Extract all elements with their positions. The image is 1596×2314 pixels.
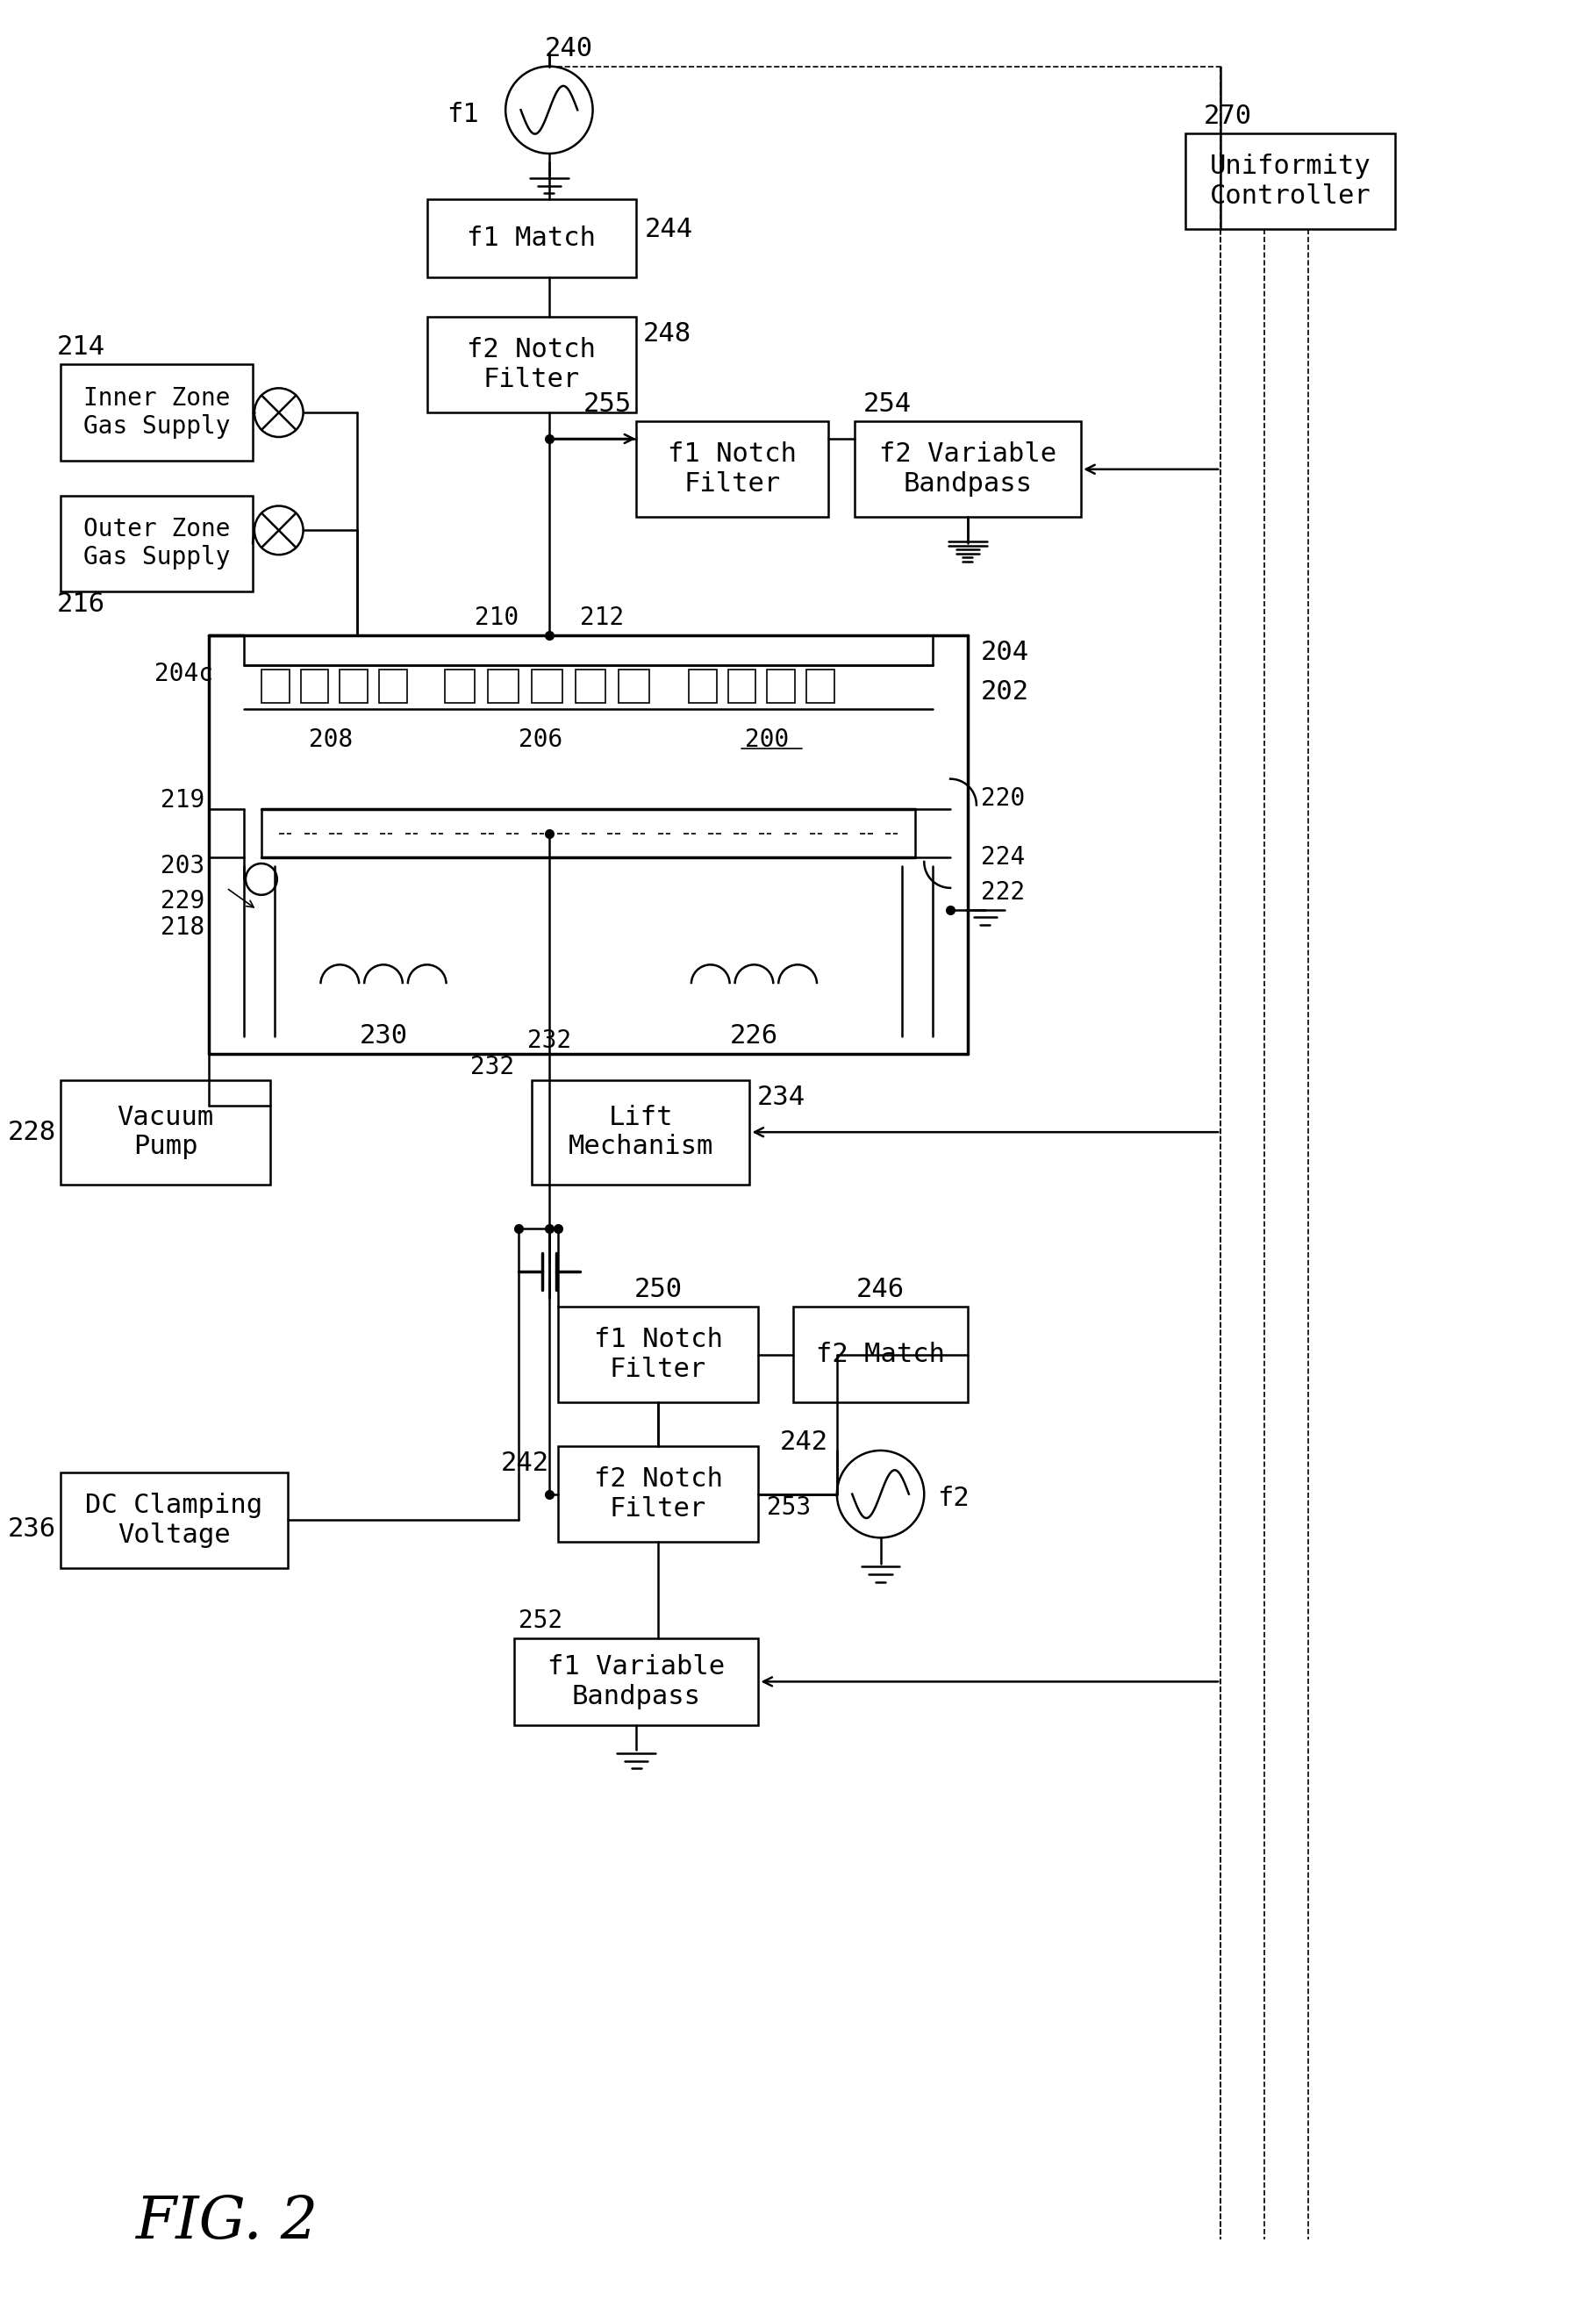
Text: 229: 229	[161, 889, 204, 914]
Text: 248: 248	[643, 322, 691, 347]
Text: 230: 230	[359, 1023, 407, 1048]
Text: 255: 255	[584, 391, 632, 417]
Bar	[854, 421, 1080, 518]
Bar	[806, 669, 835, 703]
Text: f1 Notch
Filter: f1 Notch Filter	[667, 442, 796, 498]
Text: f1: f1	[447, 102, 479, 127]
Text: f1 Match: f1 Match	[468, 224, 597, 250]
Text: f2 Notch
Filter: f2 Notch Filter	[594, 1467, 723, 1523]
Text: 218: 218	[161, 914, 204, 939]
Text: Vacuum
Pump: Vacuum Pump	[117, 1104, 214, 1159]
Text: 244: 244	[645, 218, 693, 243]
Bar	[380, 669, 407, 703]
Bar	[531, 669, 562, 703]
Bar	[444, 669, 476, 703]
Bar	[688, 669, 717, 703]
Text: f2 Variable
Bandpass: f2 Variable Bandpass	[879, 442, 1057, 498]
Text: 234: 234	[757, 1085, 804, 1111]
Bar	[619, 669, 650, 703]
Text: 219: 219	[161, 789, 204, 812]
Text: 254: 254	[863, 391, 911, 417]
Text: f2: f2	[937, 1486, 969, 1511]
Text: 228: 228	[8, 1120, 56, 1145]
Text: 250: 250	[634, 1277, 683, 1303]
Text: 204: 204	[982, 639, 1029, 664]
Bar	[262, 669, 289, 703]
Text: 200: 200	[745, 727, 788, 752]
Bar	[514, 1638, 758, 1726]
Text: Lift
Mechanism: Lift Mechanism	[568, 1104, 713, 1159]
Bar	[61, 366, 252, 460]
Text: 208: 208	[310, 727, 353, 752]
Bar	[340, 669, 367, 703]
Text: 226: 226	[729, 1023, 779, 1048]
Text: 232: 232	[527, 1027, 571, 1053]
Text: 202: 202	[982, 678, 1029, 703]
Bar	[575, 669, 606, 703]
Bar	[428, 317, 637, 412]
Bar	[61, 1081, 270, 1185]
Text: 214: 214	[56, 336, 105, 361]
Text: 242: 242	[501, 1451, 549, 1476]
Text: 216: 216	[56, 592, 105, 618]
Text: f2 Notch
Filter: f2 Notch Filter	[468, 338, 597, 391]
Text: FIG. 2: FIG. 2	[136, 2194, 318, 2252]
Bar	[637, 421, 828, 518]
Bar	[61, 1472, 287, 1569]
Bar	[559, 1307, 758, 1402]
Text: Inner Zone
Gas Supply: Inner Zone Gas Supply	[83, 386, 230, 440]
Bar	[300, 669, 329, 703]
Bar	[428, 199, 637, 278]
Text: Outer Zone
Gas Supply: Outer Zone Gas Supply	[83, 516, 230, 569]
Text: 246: 246	[857, 1277, 905, 1303]
Text: f1 Notch
Filter: f1 Notch Filter	[594, 1328, 723, 1381]
Text: 240: 240	[544, 37, 594, 62]
Text: 253: 253	[766, 1495, 811, 1520]
Text: 224: 224	[982, 845, 1025, 870]
Text: 270: 270	[1203, 104, 1251, 130]
Text: 210: 210	[474, 606, 519, 629]
Bar	[488, 669, 519, 703]
Text: f1 Variable
Bandpass: f1 Variable Bandpass	[547, 1655, 725, 1710]
Bar	[61, 495, 252, 592]
Text: 232: 232	[471, 1055, 514, 1078]
Text: 204c: 204c	[155, 662, 214, 687]
Text: 220: 220	[982, 787, 1025, 812]
Bar	[728, 669, 757, 703]
Bar	[793, 1307, 967, 1402]
Bar	[1186, 134, 1395, 229]
Text: 212: 212	[579, 606, 624, 629]
Text: 252: 252	[519, 1608, 563, 1634]
Text: 236: 236	[8, 1516, 56, 1541]
Text: 242: 242	[780, 1430, 828, 1456]
Text: 206: 206	[519, 727, 562, 752]
Text: DC Clamping
Voltage: DC Clamping Voltage	[86, 1493, 263, 1548]
Text: 203: 203	[161, 854, 204, 879]
Bar	[768, 669, 795, 703]
Text: f2 Match: f2 Match	[816, 1342, 945, 1368]
Text: Uniformity
Controller: Uniformity Controller	[1210, 155, 1371, 208]
Bar	[531, 1081, 750, 1185]
Text: 222: 222	[982, 879, 1025, 905]
Bar	[559, 1446, 758, 1541]
